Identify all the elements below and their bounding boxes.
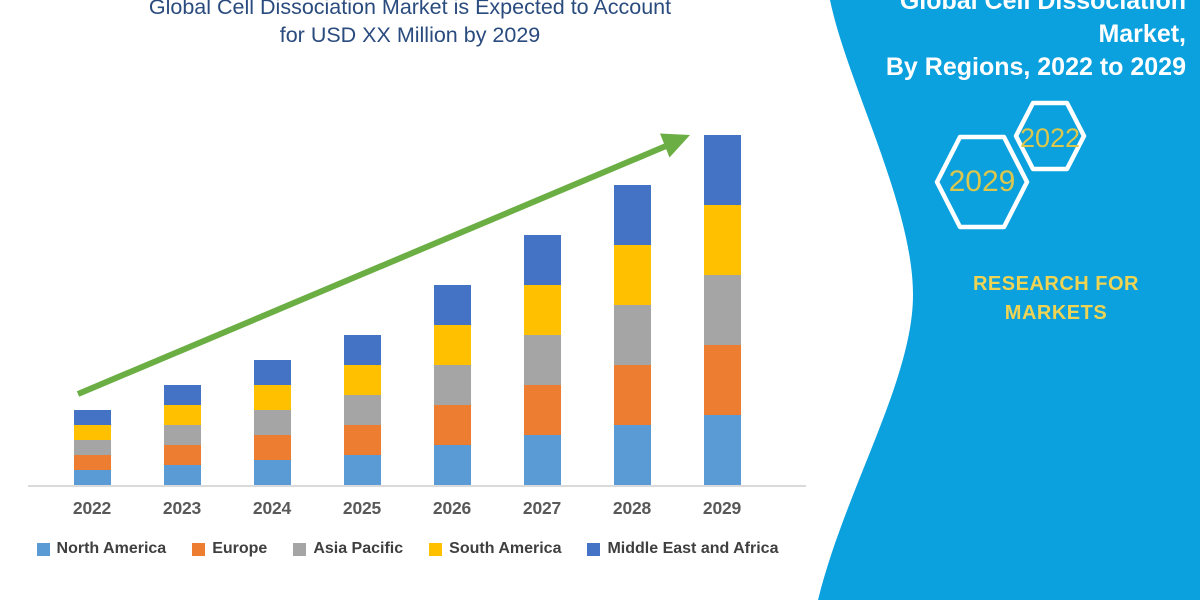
legend-label-south-america: South America bbox=[449, 540, 562, 557]
bar-segment-asia-pacific-2029 bbox=[703, 275, 741, 345]
panel-title-line-1: Global Cell Dissociation Market, bbox=[899, 0, 1186, 48]
bar-segment-middle-east-and-africa-2028 bbox=[613, 185, 651, 245]
chart-title: Global Cell Dissociation Market is Expec… bbox=[5, 0, 815, 49]
bar-segment-asia-pacific-2027 bbox=[523, 335, 561, 385]
chart-title-line-2: for USD XX Million by 2029 bbox=[279, 23, 541, 47]
side-panel-background bbox=[818, 0, 1200, 600]
bar-segment-north-america-2027 bbox=[523, 435, 561, 485]
legend-item-europe: Europe bbox=[192, 540, 267, 558]
chart-legend: North America Europe Asia Pacific South Ame… bbox=[0, 540, 815, 558]
legend-item-middle-east-and-africa: Middle East and Africa bbox=[587, 540, 778, 558]
hexagon-2022-icon bbox=[1013, 100, 1087, 172]
bar-segment-middle-east-and-africa-2022 bbox=[73, 410, 111, 425]
bar-segment-north-america-2025 bbox=[343, 455, 381, 485]
legend-label-europe: Europe bbox=[212, 540, 268, 557]
bar-segment-south-america-2026 bbox=[433, 325, 471, 365]
x-axis-label-2022: 2022 bbox=[72, 498, 112, 518]
bar-segment-north-america-2023 bbox=[163, 465, 201, 485]
x-axis-label-2029: 2029 bbox=[702, 498, 742, 518]
plot-area: 2022 2023 2024 2025 2026 2027 2028 2029 bbox=[72, 135, 742, 518]
bar-segment-asia-pacific-2026 bbox=[433, 365, 471, 405]
bar-segment-south-america-2022 bbox=[73, 425, 111, 440]
bar-segment-asia-pacific-2028 bbox=[613, 305, 651, 365]
legend-swatch-icon-europe bbox=[192, 542, 206, 556]
panel-title: Global Cell Dissociation Market, By Regi… bbox=[840, 0, 1186, 84]
bar-segment-asia-pacific-2025 bbox=[343, 395, 381, 425]
legend-swatch-icon-asia-pacific bbox=[293, 542, 307, 556]
bar-segment-south-america-2027 bbox=[523, 285, 561, 335]
bar-segment-north-america-2029 bbox=[703, 415, 741, 485]
bar-segment-middle-east-and-africa-2023 bbox=[163, 385, 201, 405]
bar-segment-south-america-2028 bbox=[613, 245, 651, 305]
hexagon-year-2022: 2022 bbox=[1019, 123, 1081, 153]
bar-segment-north-america-2024 bbox=[253, 460, 291, 485]
x-axis-label-2023: 2023 bbox=[162, 498, 202, 518]
x-axis-label-2025: 2025 bbox=[342, 498, 382, 518]
bar-segment-north-america-2028 bbox=[613, 425, 651, 485]
legend-swatch-icon-north-america bbox=[36, 542, 50, 556]
bar-segment-south-america-2025 bbox=[343, 365, 381, 395]
chart-title-line-1: Global Cell Dissociation Market is Expec… bbox=[148, 0, 672, 19]
bar-segment-north-america-2022 bbox=[73, 470, 111, 485]
bar-segment-asia-pacific-2023 bbox=[163, 425, 201, 445]
bar-segment-south-america-2024 bbox=[253, 385, 291, 410]
bar-segment-europe-2026 bbox=[433, 405, 471, 445]
legend-item-asia-pacific: Asia Pacific bbox=[293, 540, 403, 558]
bar-segment-south-america-2023 bbox=[163, 405, 201, 425]
bar-segment-south-america-2029 bbox=[703, 205, 741, 275]
bar-segment-asia-pacific-2024 bbox=[253, 410, 291, 435]
x-axis-label-2027: 2027 bbox=[522, 498, 562, 518]
legend-swatch-icon-south-america bbox=[429, 542, 443, 556]
bar-segment-europe-2024 bbox=[253, 435, 291, 460]
x-axis-label-2028: 2028 bbox=[612, 498, 652, 518]
bar-segment-middle-east-and-africa-2027 bbox=[523, 235, 561, 285]
bar-segment-middle-east-and-africa-2024 bbox=[253, 360, 291, 385]
hexagon-year-2029: 2029 bbox=[948, 165, 1016, 198]
bar-segment-europe-2029 bbox=[703, 345, 741, 415]
legend-label-north-america: North America bbox=[56, 540, 167, 557]
legend-label-asia-pacific: Asia Pacific bbox=[313, 540, 404, 557]
x-axis-label-2024: 2024 bbox=[252, 498, 292, 518]
legend-swatch-icon-middle-east-and-africa bbox=[587, 542, 601, 556]
legend-item-south-america: South America bbox=[429, 540, 561, 558]
bar-segment-middle-east-and-africa-2026 bbox=[433, 285, 471, 325]
x-axis-line bbox=[28, 485, 806, 487]
brand-text: RESEARCH FOR MARKETS bbox=[972, 273, 1139, 324]
hexagon-2029-icon bbox=[934, 134, 1030, 230]
legend-item-north-america: North America bbox=[36, 540, 167, 558]
bar-segment-europe-2028 bbox=[613, 365, 651, 425]
trend-arrow-shaft bbox=[76, 143, 668, 397]
bar-segment-asia-pacific-2022 bbox=[73, 440, 111, 455]
bar-segment-north-america-2026 bbox=[433, 445, 471, 485]
panel-title-line-2: By Regions, 2022 to 2029 bbox=[885, 53, 1186, 81]
bar-segment-middle-east-and-africa-2025 bbox=[343, 335, 381, 365]
trend-arrow-head-icon bbox=[660, 133, 690, 158]
bar-segment-europe-2023 bbox=[163, 445, 201, 465]
legend-label-middle-east-and-africa: Middle East and Africa bbox=[607, 540, 779, 557]
bar-segment-middle-east-and-africa-2029 bbox=[703, 135, 741, 205]
bar-segment-europe-2022 bbox=[73, 455, 111, 470]
bar-segment-europe-2027 bbox=[523, 385, 561, 435]
x-axis-label-2026: 2026 bbox=[432, 498, 472, 518]
bar-segment-europe-2025 bbox=[343, 425, 381, 455]
